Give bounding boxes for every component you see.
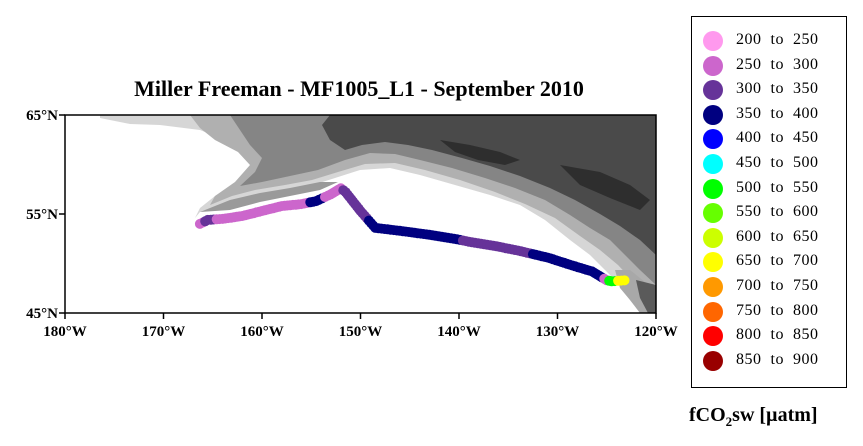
legend-swatch: [703, 80, 723, 101]
land-dark: [322, 115, 656, 255]
legend-label: 200 to 250: [736, 31, 819, 48]
legend-label: 350 to 400: [736, 104, 819, 122]
land-mask: [100, 115, 656, 313]
lat-tick-label: 55°N: [26, 207, 58, 223]
colorbar-label-subscript: 2: [725, 414, 733, 429]
cruise-track: [194, 183, 630, 287]
legend-item: 450 to 500: [700, 152, 845, 176]
legend-swatch: [703, 104, 723, 125]
legend-label: 500 to 550: [736, 178, 819, 196]
land-coast-south-dark: [636, 280, 656, 313]
legend-swatch: [703, 31, 723, 51]
legend-swatch: [703, 252, 723, 273]
legend-item: 700 to 750: [700, 275, 845, 299]
lon-tick-label: 150°W: [339, 324, 383, 340]
legend-swatch: [703, 154, 723, 174]
legend-item: 300 to 350: [700, 78, 845, 102]
legend-label: 750 to 800: [736, 301, 819, 319]
legend-swatch: [703, 178, 723, 199]
legend-item: 200 to 250: [700, 29, 845, 53]
legend-item: 800 to 850: [700, 324, 845, 348]
map-title: Miller Freeman - MF1005_L1 - September 2…: [134, 76, 584, 101]
colorbar-label-main: fCO: [689, 404, 726, 426]
legend-label: 250 to 300: [736, 55, 819, 73]
longitude-axis: 180°W 170°W 160°W 150°W 140°W 130°W 120°W: [43, 313, 678, 340]
legend-swatch: [703, 326, 723, 347]
map-figure: 65°N 55°N 45°N 180°W 170°W 160°W 150°W 140°W 13…: [26, 108, 678, 340]
lon-tick-label: 120°W: [634, 324, 678, 340]
legend-swatch: [703, 301, 723, 322]
land-darkest: [440, 140, 520, 165]
legend-swatch: [703, 227, 723, 248]
lon-tick-label: 130°W: [536, 324, 580, 340]
legend-swatch: [703, 203, 723, 224]
colorbar-label-rest: sw [µatm]: [732, 404, 818, 426]
colorbar-label: fCO2sw [µatm]: [689, 404, 818, 430]
legend-label: 850 to 900: [736, 350, 819, 368]
legend-item: 750 to 800: [700, 300, 845, 324]
legend-label: 600 to 650: [736, 227, 819, 245]
legend-swatch: [703, 55, 723, 76]
legend-label: 300 to 350: [736, 80, 819, 98]
legend-item: 400 to 450: [700, 127, 845, 151]
legend-label: 450 to 500: [736, 154, 819, 171]
legend-label: 400 to 450: [736, 129, 819, 147]
lon-tick-label: 140°W: [437, 324, 481, 340]
legend-label: 800 to 850: [736, 326, 819, 344]
legend-item: 650 to 700: [700, 250, 845, 274]
legend-swatch: [703, 350, 723, 371]
legend-label: 550 to 600: [736, 203, 819, 221]
legend-item: 550 to 600: [700, 201, 845, 225]
legend-swatch: [703, 129, 723, 150]
lon-tick-label: 170°W: [142, 324, 186, 340]
legend-item: 850 to 900: [700, 349, 845, 373]
legend-item: 600 to 650: [700, 226, 845, 250]
land-peninsula: [200, 182, 338, 212]
legend-swatch: [703, 277, 723, 297]
track-point: [619, 275, 630, 286]
legend-label: 700 to 750: [736, 277, 819, 294]
legend-item: 250 to 300: [700, 54, 845, 78]
land-darkest-2: [560, 165, 650, 210]
lon-tick-label: 160°W: [240, 324, 284, 340]
legend: 200 to 250 250 to 300 300 to 350 350 to 400…: [691, 16, 847, 388]
legend-item: 350 to 400: [700, 103, 845, 127]
lat-tick-label: 45°N: [26, 306, 58, 322]
legend-item: 500 to 550: [700, 177, 845, 201]
lat-tick-label: 65°N: [26, 108, 58, 124]
latitude-axis: 65°N 55°N 45°N: [26, 108, 65, 322]
legend-label: 650 to 700: [736, 252, 819, 270]
lon-tick-label: 180°W: [43, 324, 87, 340]
